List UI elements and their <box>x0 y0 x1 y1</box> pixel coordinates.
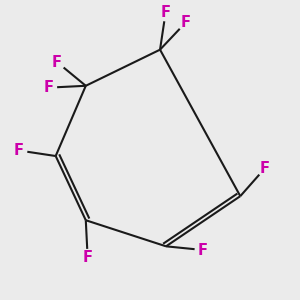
Text: F: F <box>44 80 54 95</box>
Text: F: F <box>14 143 24 158</box>
Text: F: F <box>82 250 93 265</box>
Text: F: F <box>160 5 170 20</box>
Text: F: F <box>198 242 208 257</box>
Text: F: F <box>52 55 62 70</box>
Text: F: F <box>181 15 190 30</box>
Text: F: F <box>260 161 270 176</box>
